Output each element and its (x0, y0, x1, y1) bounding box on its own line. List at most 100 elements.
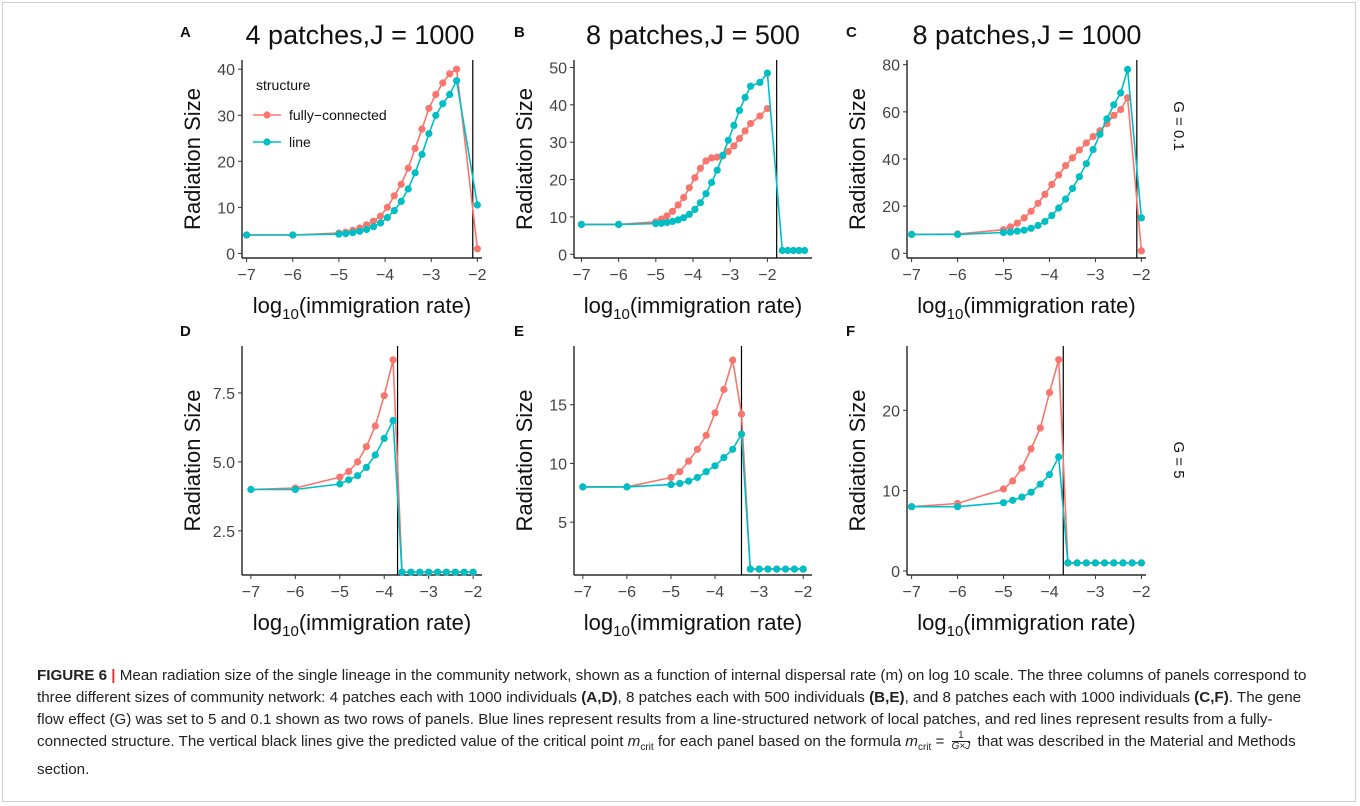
point-line-a (397, 197, 405, 205)
y-tick-label-c: 0 (891, 246, 900, 263)
point-line-b (702, 190, 710, 198)
x-tick-label-f: −2 (1132, 584, 1150, 601)
point-line-b (801, 246, 809, 255)
x-tick-label-c: −7 (902, 267, 920, 284)
point-line-d (407, 568, 415, 576)
point-line-f (954, 503, 962, 511)
point-line-d (416, 568, 424, 576)
point-fully-connected-c (1020, 214, 1028, 222)
point-line-c (1124, 65, 1132, 73)
x-axis-label-sub-e: 10 (613, 623, 630, 640)
point-line-c (954, 230, 962, 238)
series-line-line-c (911, 69, 1143, 236)
point-line-c (999, 228, 1008, 237)
point-line-e (799, 565, 807, 573)
point-line-a (335, 230, 343, 238)
x-axis-label-c: log10(immigration rate) (917, 293, 1135, 323)
series-fully-connected-line-d (250, 359, 474, 574)
x-tick-label-f: −7 (902, 584, 920, 601)
x-tick-label-b: −6 (610, 267, 628, 284)
caption-separator: | (111, 667, 116, 684)
caption-ref-be: (B,E) (869, 689, 905, 706)
point-fully-connected-a (439, 79, 447, 87)
x-tick-label-c: −4 (1040, 267, 1058, 284)
x-tick-label-e: −4 (706, 584, 724, 601)
point-line-d (291, 485, 299, 494)
y-tick-label-a: 20 (217, 154, 235, 171)
caption-m-symbol-2: m (905, 733, 918, 750)
point-fully-connected-b (763, 105, 772, 113)
point-line-c (1013, 227, 1021, 235)
point-line-b (735, 106, 744, 114)
point-fully-connected-f (1018, 464, 1026, 472)
point-fully-connected-c (1034, 199, 1042, 207)
x-axis-label-a: log10(immigration rate) (253, 293, 471, 323)
point-line-e (790, 565, 799, 573)
point-line-e (579, 483, 587, 491)
x-axis-label-rest-f: (immigration rate) (963, 610, 1135, 635)
point-line-f (908, 503, 916, 511)
point-line-b (795, 246, 803, 255)
x-tick-label-a: −2 (468, 267, 486, 284)
point-line-d (345, 476, 353, 484)
point-fully-connected-b (663, 212, 671, 220)
point-line-b (708, 178, 716, 187)
point-line-b (789, 246, 798, 255)
y-axis-label-f: Radiation Size (845, 390, 870, 532)
point-fully-connected-b (756, 112, 764, 120)
x-axis-label-sub-f: 10 (947, 623, 964, 640)
point-fully-connected-b (735, 134, 744, 143)
point-fully-connected-b (730, 142, 738, 150)
point-line-b (691, 205, 699, 213)
caption-crit-subscript: crit (640, 742, 654, 754)
y-tick-label-f: 0 (891, 564, 900, 581)
point-line-b (674, 216, 682, 224)
point-line-b (713, 166, 721, 174)
point-fully-connected-f (999, 485, 1008, 493)
point-fully-connected-e (685, 457, 693, 465)
point-fully-connected-b (713, 153, 721, 161)
y-tick-label-c: 60 (882, 105, 900, 122)
point-fully-connected-c (1062, 162, 1070, 170)
caption-text-2: , 8 patches each with 500 individuals (617, 689, 870, 706)
point-line-d (362, 463, 370, 471)
point-fully-connected-e (729, 356, 737, 364)
y-axis-label-c: Radiation Size (845, 88, 870, 230)
y-tick-label-b: 30 (549, 135, 567, 152)
point-line-b (741, 93, 749, 101)
panel-title-a: 4 patches,J = 1000 (246, 20, 475, 50)
panel-title-b: 8 patches,J = 500 (586, 20, 800, 50)
series-fully-connected-line-e (582, 359, 804, 570)
y-tick-label-d: 5.0 (213, 455, 235, 472)
x-tick-label-c: −3 (1086, 267, 1104, 284)
x-tick-label-c: −5 (994, 267, 1012, 284)
legend-label-line: line (289, 134, 311, 150)
x-tick-label-a: −4 (376, 267, 394, 284)
point-line-b (719, 151, 727, 159)
point-line-d (460, 568, 468, 576)
x-axis-label-log-b: log (584, 293, 613, 318)
y-tick-label-a: 40 (217, 62, 235, 79)
point-line-f (1082, 559, 1090, 567)
series-fully-connected-line-b (581, 108, 768, 226)
x-tick-label-b: −4 (684, 267, 702, 284)
point-fully-connected-a (369, 217, 378, 225)
x-tick-label-e: −7 (574, 584, 592, 601)
point-line-c (1117, 89, 1125, 97)
row-strip-label-1: G = 0.1 (1170, 101, 1187, 151)
point-fully-connected-c (1075, 146, 1083, 154)
point-line-b (577, 220, 586, 228)
point-line-e (685, 477, 693, 485)
point-line-b (657, 219, 666, 227)
x-tick-label-e: −2 (794, 584, 812, 601)
point-line-b (663, 218, 671, 227)
point-line-a (446, 90, 454, 99)
point-line-f (1073, 559, 1081, 567)
point-fully-connected-f (1009, 477, 1017, 485)
point-line-d (389, 416, 397, 425)
point-fully-connected-e (737, 410, 746, 418)
point-fully-connected-b (691, 174, 699, 182)
point-line-a (342, 230, 350, 238)
point-line-c (1020, 226, 1028, 234)
point-line-e (667, 481, 675, 489)
